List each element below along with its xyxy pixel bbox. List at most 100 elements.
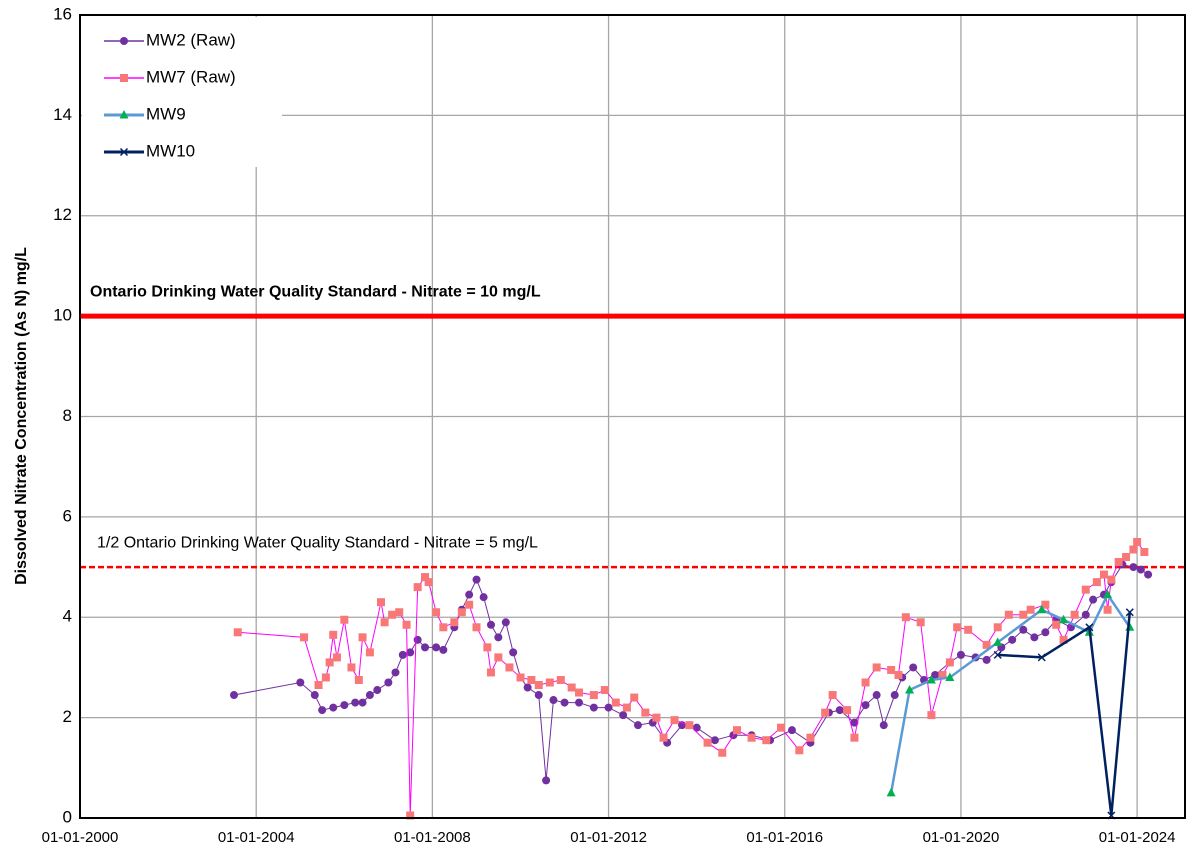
data-point — [843, 706, 852, 715]
data-point — [806, 733, 815, 742]
x-tick-label: 01-01-2012 — [570, 829, 647, 846]
legend-marker — [119, 110, 129, 119]
data-point — [927, 711, 936, 720]
data-point — [835, 706, 844, 715]
y-tick-label: 14 — [53, 105, 72, 124]
data-point — [1144, 570, 1153, 579]
data-point — [358, 633, 367, 642]
data-point — [329, 630, 338, 639]
data-point — [861, 701, 870, 710]
data-point — [945, 658, 954, 667]
reference-label: 1/2 Ontario Drinking Water Quality Stand… — [97, 534, 538, 551]
data-point — [1103, 589, 1113, 599]
data-point — [318, 706, 327, 715]
data-point — [710, 736, 719, 745]
legend-marker — [120, 37, 128, 45]
data-point — [600, 686, 609, 695]
data-point — [641, 708, 650, 717]
data-point — [703, 738, 712, 747]
data-point — [1041, 628, 1050, 637]
data-point — [377, 598, 386, 607]
y-tick-label: 6 — [63, 506, 72, 525]
data-point — [534, 681, 543, 690]
data-point — [956, 650, 965, 659]
legend-marker — [120, 74, 128, 82]
data-point — [229, 691, 238, 700]
data-point — [465, 600, 474, 609]
data-point — [354, 675, 363, 684]
x-tick-label: 01-01-2020 — [923, 829, 1000, 846]
data-point — [296, 678, 305, 687]
data-point — [325, 658, 334, 667]
data-point — [993, 650, 1002, 659]
data-point — [718, 748, 727, 757]
data-point — [945, 672, 955, 681]
data-point — [622, 703, 631, 712]
data-point — [373, 686, 382, 695]
data-point — [380, 618, 389, 627]
data-point — [993, 637, 1003, 646]
data-point — [329, 703, 338, 712]
data-point — [516, 673, 525, 682]
data-point — [432, 643, 441, 652]
data-point — [1059, 614, 1069, 624]
data-point — [1136, 565, 1145, 574]
data-point — [1026, 605, 1035, 614]
data-point — [861, 678, 870, 687]
data-point — [501, 618, 510, 627]
data-point — [762, 736, 771, 745]
data-point — [450, 618, 459, 627]
data-point — [732, 726, 741, 735]
x-tick-label: 01-01-2000 — [42, 829, 119, 846]
data-point — [1070, 610, 1079, 619]
data-point — [850, 733, 859, 742]
legend-label: MW10 — [146, 141, 195, 160]
data-point — [560, 698, 569, 707]
data-point — [872, 691, 881, 700]
data-point — [1085, 623, 1094, 632]
legend-label: MW9 — [146, 104, 186, 123]
data-point — [340, 701, 349, 710]
data-point — [589, 691, 598, 700]
data-point — [479, 593, 488, 602]
data-point — [692, 723, 701, 732]
data-point — [1129, 545, 1138, 554]
data-point — [1125, 608, 1134, 617]
data-point — [472, 575, 481, 584]
x-tick-label: 01-01-2008 — [394, 829, 471, 846]
data-point — [314, 681, 323, 690]
data-point — [406, 648, 415, 657]
data-point — [1122, 553, 1131, 562]
data-point — [670, 716, 679, 725]
data-point — [575, 688, 584, 697]
data-point — [1052, 620, 1061, 629]
data-point — [556, 675, 565, 684]
data-point — [1041, 600, 1050, 609]
data-point — [439, 645, 448, 654]
data-point — [545, 678, 554, 687]
data-point — [886, 787, 896, 797]
data-point — [1004, 610, 1013, 619]
legend-label: MW2 (Raw) — [146, 30, 236, 49]
data-point — [633, 721, 642, 730]
data-point — [909, 663, 918, 672]
data-point — [659, 733, 668, 742]
data-point — [398, 650, 407, 659]
data-point — [472, 623, 481, 632]
data-point — [872, 663, 881, 672]
data-point — [421, 573, 430, 582]
data-point — [887, 665, 896, 674]
data-point — [1081, 585, 1090, 594]
data-point — [388, 610, 397, 619]
data-point — [1059, 635, 1068, 644]
data-point — [821, 708, 830, 717]
data-point — [787, 726, 796, 735]
data-point — [931, 670, 940, 679]
data-point — [993, 623, 1002, 632]
data-point — [795, 746, 804, 755]
data-point — [486, 668, 495, 677]
data-point — [523, 683, 532, 692]
data-point — [413, 635, 422, 644]
data-point — [589, 703, 598, 712]
